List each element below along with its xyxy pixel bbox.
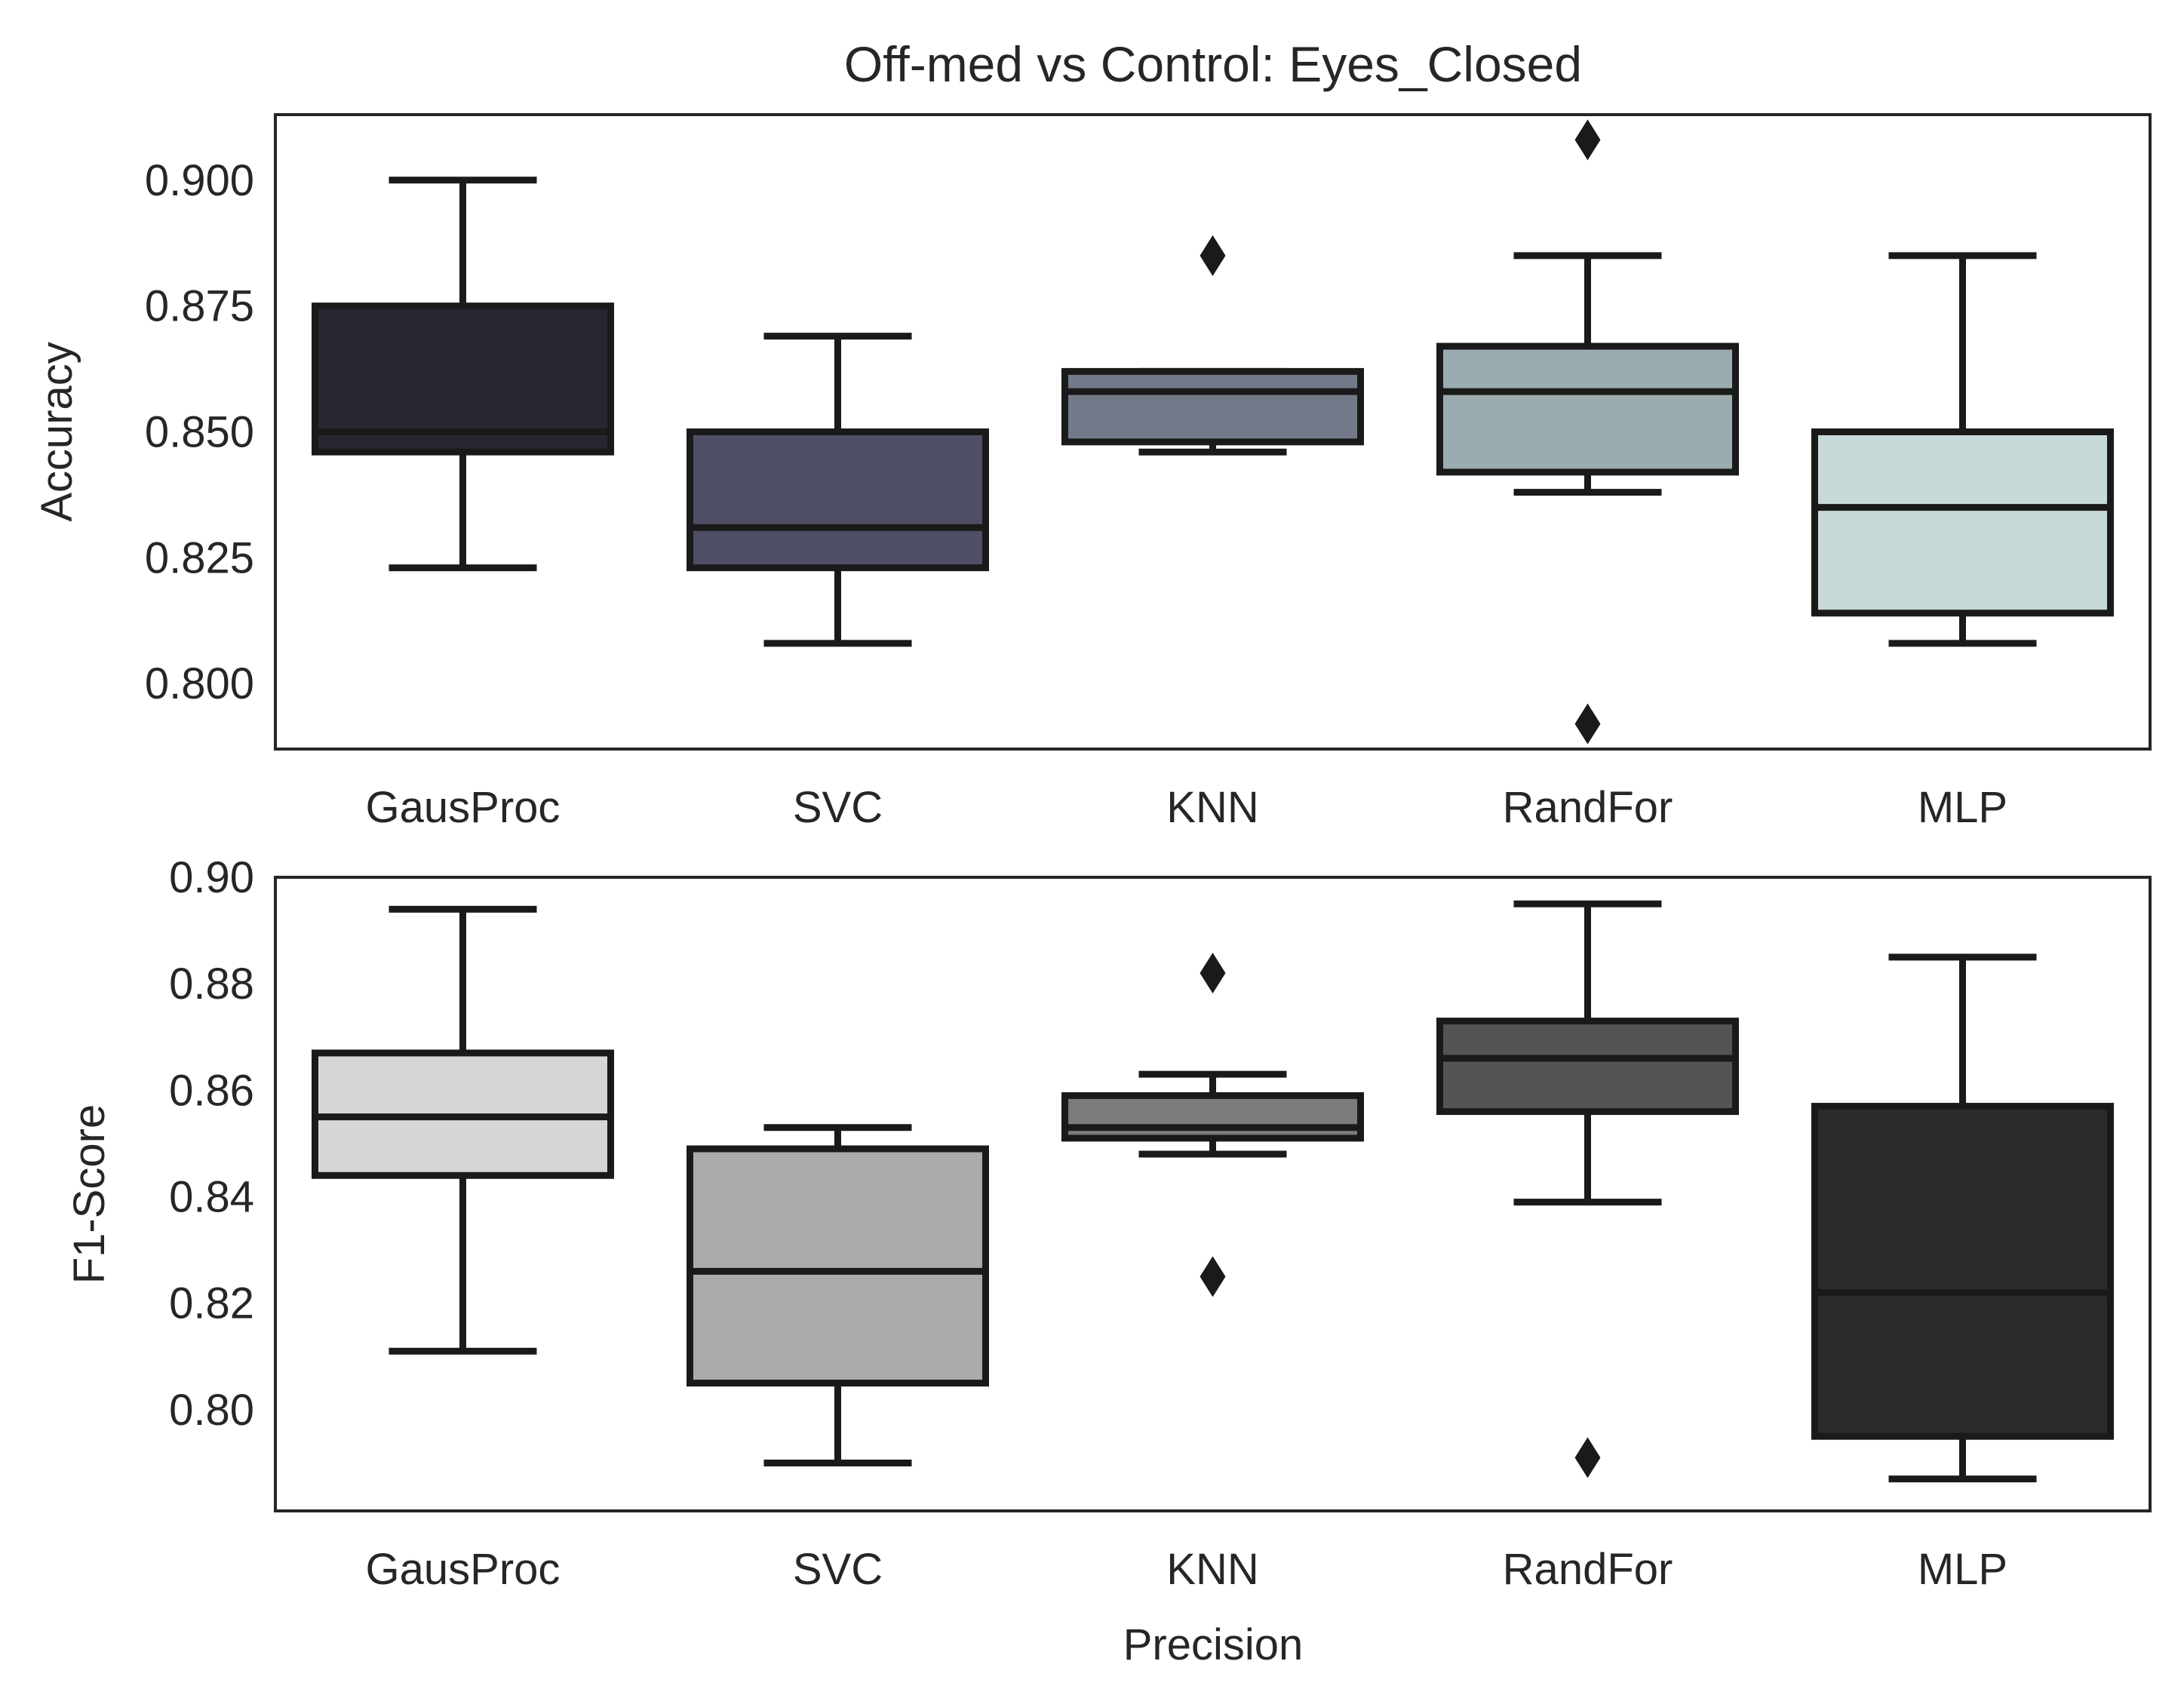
iqr-box (687, 428, 989, 572)
plot-frame (274, 876, 2152, 1512)
box-gausproc (312, 177, 614, 572)
x-tick-label: SVC (793, 783, 883, 832)
y-tick-label: 0.88 (169, 959, 254, 1009)
x-tick-label: GausProc (366, 783, 561, 832)
y-tick-label: 0.84 (169, 1173, 254, 1222)
box-knn (1061, 235, 1364, 456)
iqr-box (312, 302, 614, 456)
x-tick-label: RandFor (1503, 1545, 1673, 1594)
y-tick-label: 0.80 (169, 1386, 254, 1435)
x-tick-label: MLP (1918, 783, 2007, 832)
outlier-point (1574, 703, 1601, 745)
outlier-point (1200, 953, 1226, 994)
iqr-box (687, 1145, 989, 1387)
iqr-box (1436, 1018, 1739, 1116)
f1-score-panel: 0.80 0.82 0.84 0.86 0.88 0.90 F1-Score GausProc… (65, 853, 2152, 1594)
y-tick-label: 0.900 (145, 156, 254, 205)
accuracy-panel: 0.800 0.825 0.850 0.875 0.900 Accuracy GausPro… (32, 113, 2152, 832)
box-svc (687, 1124, 989, 1466)
box-svc (687, 333, 989, 647)
iqr-box (1061, 1092, 1364, 1142)
y-tick-label: 0.82 (169, 1279, 254, 1328)
y-axis-label: Accuracy (32, 342, 81, 522)
chart-title: Off-med vs Control: Eyes_Closed (844, 36, 1582, 92)
x-tick-label: SVC (793, 1545, 883, 1594)
y-tick-label: 0.90 (169, 853, 254, 902)
outlier-point (1574, 119, 1601, 161)
x-axis-label: Precision (1123, 1620, 1304, 1669)
y-tick-label: 0.875 (145, 282, 254, 331)
iqr-box (1436, 342, 1739, 476)
plot-frame (274, 113, 2152, 751)
outlier-point (1200, 1256, 1226, 1297)
y-tick-label: 0.825 (145, 533, 254, 582)
box-mlp (1811, 953, 2114, 1483)
x-tick-label: RandFor (1503, 783, 1673, 832)
x-tick-label: KNN (1166, 783, 1258, 832)
x-tick-label: MLP (1918, 1545, 2007, 1594)
outlier-point (1574, 1437, 1601, 1478)
iqr-box (1811, 428, 2114, 617)
x-tick-label: GausProc (366, 1545, 561, 1594)
box-mlp (1811, 252, 2114, 647)
box-randfor (1436, 900, 1739, 1478)
y-tick-label: 0.800 (145, 659, 254, 708)
iqr-box (1811, 1103, 2114, 1440)
box-gausproc (312, 905, 614, 1355)
x-tick-label: KNN (1166, 1545, 1258, 1594)
y-axis-label: F1-Score (65, 1104, 114, 1285)
box-knn (1061, 953, 1364, 1297)
outlier-point (1200, 235, 1226, 276)
y-tick-label: 0.850 (145, 408, 254, 457)
iqr-box (1061, 367, 1364, 446)
y-tick-label: 0.86 (169, 1066, 254, 1115)
box-randfor (1436, 119, 1739, 745)
